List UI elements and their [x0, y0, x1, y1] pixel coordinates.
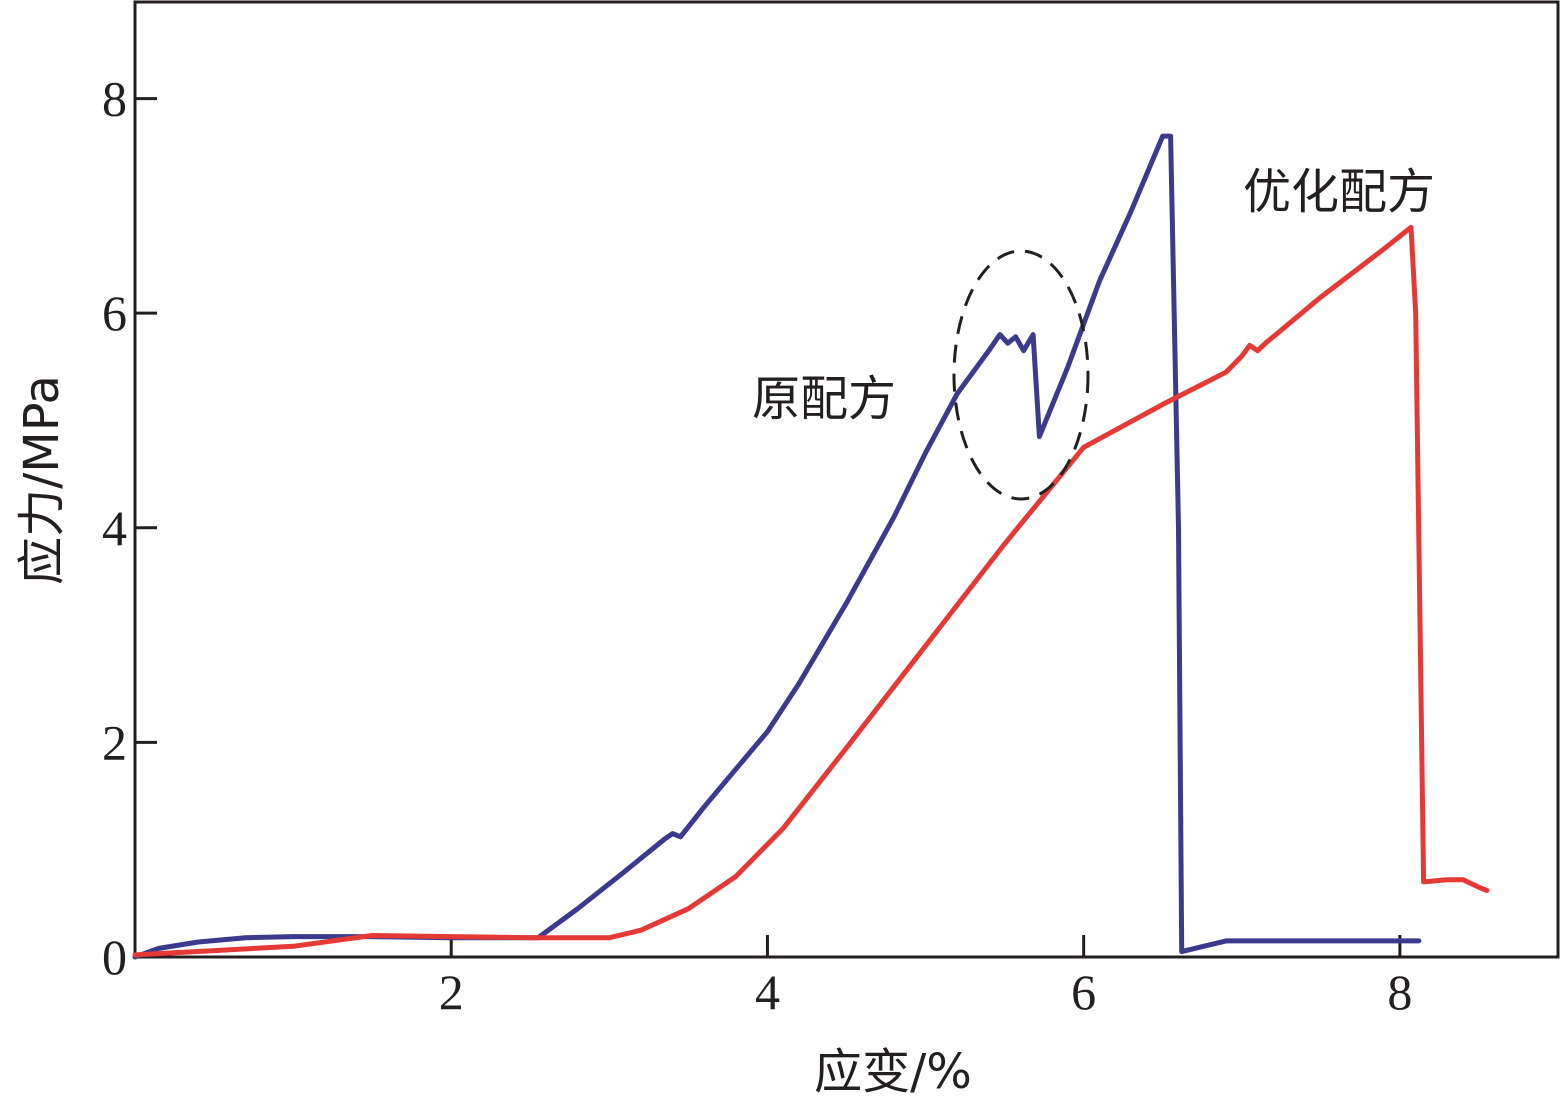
y-axis-label: 应力/MPa — [14, 375, 70, 585]
series-line-1 — [132, 224, 1490, 958]
plot-frame — [133, 0, 1560, 959]
y-tick-label-2: 4 — [102, 500, 127, 556]
y-tick-label-4: 8 — [102, 71, 127, 127]
x-tick-label-0: 2 — [439, 964, 464, 1020]
annotation-optimized: 优化配方 — [1243, 164, 1435, 220]
x-tick-label-1: 4 — [755, 964, 780, 1020]
ticks: 2 4 6 8 0 2 4 6 8 — [102, 71, 1412, 1020]
y-tick-label-1: 2 — [102, 714, 127, 770]
y-tick-label-3: 6 — [102, 285, 127, 341]
x-tick-label-3: 8 — [1387, 964, 1412, 1020]
x-tick-label-2: 6 — [1071, 964, 1096, 1020]
highlight-ellipse — [952, 249, 1090, 501]
annotation-original: 原配方 — [752, 371, 896, 427]
series-group — [132, 133, 1490, 960]
x-axis-label: 应变/% — [814, 1044, 972, 1100]
y-tick-label-0: 0 — [102, 929, 127, 985]
